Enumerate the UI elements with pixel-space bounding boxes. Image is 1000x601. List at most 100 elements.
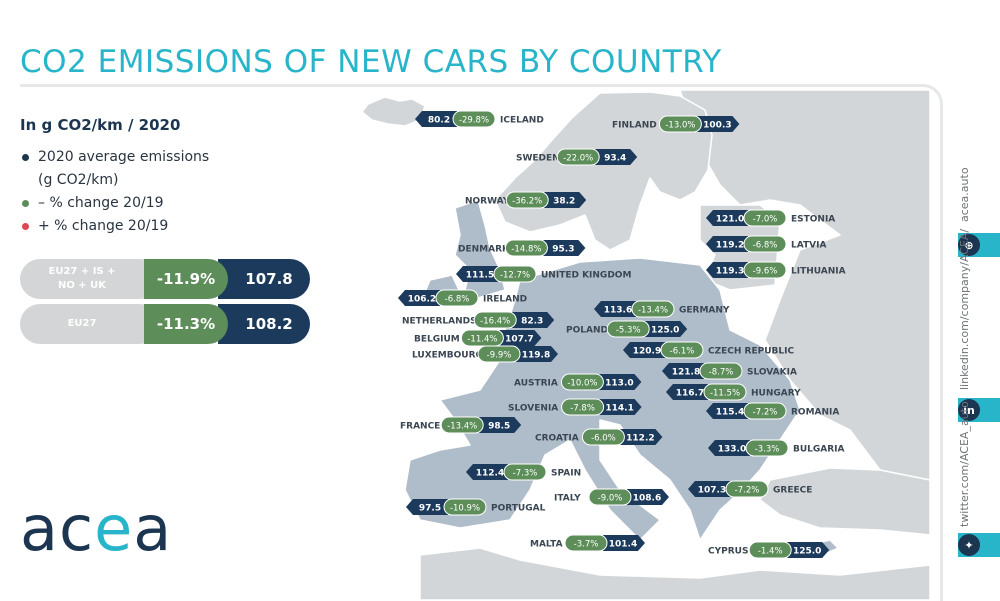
change-pill (435, 289, 479, 307)
value-label: 116.7 (676, 389, 704, 399)
value-tag (620, 429, 663, 445)
country-name: IRELAND (483, 295, 527, 305)
country-marker: CYPRUS -1.4% 125.0 (708, 541, 830, 559)
change-label: -13.0% (665, 121, 695, 131)
change-label: -13.4% (447, 422, 477, 432)
legend-item-increase: + % change 20/19 (20, 215, 209, 238)
value-label: 97.5 (419, 504, 441, 514)
change-label: -6.8% (753, 241, 778, 251)
country-marker: BULGARIA 133.0 -3.3% (708, 439, 845, 457)
value-label: 119.2 (716, 241, 744, 251)
country-name: CZECH REPUBLIC (708, 347, 794, 357)
country-name: BELGIUM (414, 335, 460, 345)
change-label: -3.3% (755, 445, 780, 455)
change-label: -5.3% (616, 326, 641, 336)
value-label: 106.2 (408, 295, 436, 305)
summary-change: -11.3% (156, 315, 216, 333)
country-name: ITALY (554, 494, 581, 504)
country-name: BULGARIA (793, 445, 845, 455)
country-marker: CZECH REPUBLIC 120.9 -6.1% (623, 341, 794, 359)
value-tag (697, 116, 740, 132)
change-label: -8.7% (709, 368, 734, 378)
country-name: MALTA (530, 540, 563, 550)
country-name: LUXEMBOURG (412, 351, 483, 361)
value-label: 101.4 (609, 540, 637, 550)
globe-icon[interactable]: ⊕ (958, 234, 980, 256)
country-name: FRANCE (400, 422, 440, 432)
change-label: -6.8% (445, 295, 470, 305)
country-marker: ICELAND 80.2 -29.8% (415, 110, 544, 128)
legend: 2020 average emissions (g CO2/km) – % ch… (20, 146, 209, 238)
change-label: -6.0% (591, 434, 616, 444)
value-tag (516, 346, 558, 362)
value-label: 107.7 (505, 335, 533, 345)
country-marker: POLAND -5.3% 125.0 (566, 320, 688, 338)
value-tag (627, 489, 669, 505)
country-name: FINLAND (612, 121, 657, 131)
legend-item-average: 2020 average emissions (g CO2/km) (20, 146, 209, 192)
country-marker: CROATIA -6.0% 112.2 (535, 428, 663, 446)
change-label: -9.0% (598, 494, 623, 504)
country-name: SLOVENIA (508, 404, 558, 414)
unit-subtitle: In g CO2/km / 2020 (20, 116, 181, 134)
value-label: 120.9 (633, 347, 661, 357)
legend-label: + % change 20/19 (38, 218, 169, 234)
linkedin-link[interactable]: linkedin.com/company/ACEA/ (958, 228, 971, 390)
country-name: ESTONIA (791, 215, 835, 225)
value-tag (787, 542, 830, 558)
change-label: -36.2% (512, 197, 542, 207)
change-label: -29.8% (459, 116, 489, 126)
value-label: 113.6 (604, 306, 632, 316)
country-marker: ESTONIA 121.0 -7.0% (706, 209, 835, 227)
value-label: 111.5 (466, 271, 494, 281)
website-link[interactable]: acea.auto (958, 167, 971, 222)
summary-row-eu27: EU27 -11.3% 108.2 (20, 304, 310, 344)
summary-value: 108.2 (245, 315, 293, 333)
linkedin-icon[interactable]: in (958, 399, 980, 421)
change-label: -9.6% (753, 267, 778, 277)
change-label: -6.1% (670, 347, 695, 357)
change-label: -11.5% (710, 389, 740, 399)
country-name: SPAIN (551, 469, 581, 479)
change-label: -7.2% (753, 408, 778, 418)
change-pill (503, 463, 547, 481)
twitter-icon[interactable]: ✦ (958, 534, 980, 556)
country-marker: BELGIUM -11.4% 107.7 (414, 329, 542, 347)
value-tag (406, 499, 448, 515)
country-name: LATVIA (791, 241, 826, 251)
page-title: CO2 EMISSIONS OF NEW CARS BY COUNTRY (20, 44, 722, 80)
country-marker: LITHUANIA 119.3 -9.6% (706, 261, 846, 279)
value-tag (603, 535, 645, 551)
country-marker: SPAIN 112.4 -7.3% (466, 463, 581, 481)
country-marker: NETHERLANDS -16.4% 82.3 (402, 311, 555, 329)
change-label: -11.4% (467, 335, 497, 345)
summary-row-eu27-is-no-uk: EU27 + IS + NO + UK -11.9% 107.8 (20, 259, 310, 299)
value-tag (623, 342, 665, 358)
twitter-link[interactable]: twitter.com/ACEA_auto (958, 401, 971, 527)
change-label: -7.3% (513, 469, 538, 479)
country-marker: LATVIA 119.2 -6.8% (706, 235, 826, 253)
country-name: GREECE (773, 486, 812, 496)
value-label: 112.2 (626, 434, 654, 444)
legend-item-decrease: – % change 20/19 (20, 192, 209, 215)
change-pill (473, 311, 517, 329)
north-africa-shape (419, 547, 931, 600)
value-label: 95.3 (552, 245, 574, 255)
summary-label: EU27 + IS + NO + UK (48, 266, 116, 291)
country-marker: GERMANY 113.6 -13.4% (594, 300, 730, 318)
navy-dot-icon (22, 154, 29, 161)
country-marker: ITALY -9.0% 108.6 (554, 488, 669, 506)
change-pill (493, 265, 537, 283)
red-dot-icon (22, 223, 29, 230)
country-name: ROMANIA (791, 408, 839, 418)
summary-label: EU27 (67, 318, 97, 329)
value-label: 121.8 (672, 368, 700, 378)
value-tag (645, 321, 688, 337)
change-pill (745, 439, 789, 457)
change-pill (743, 235, 787, 253)
value-tag (398, 290, 440, 306)
value-label: 125.0 (651, 326, 679, 336)
country-marker: LUXEMBOURG -9.9% 119.8 (412, 345, 558, 363)
value-tag (706, 262, 748, 278)
value-tag (595, 149, 638, 165)
